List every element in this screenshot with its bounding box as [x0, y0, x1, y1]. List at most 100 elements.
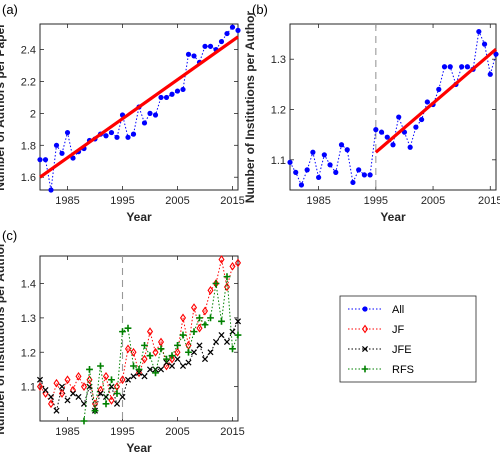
data-point	[185, 51, 192, 57]
data-point	[125, 134, 131, 140]
x-tick-label: 1995	[364, 195, 388, 207]
rfs-data-point	[146, 352, 154, 360]
y-tick-label: 2.2	[21, 76, 36, 88]
data-point	[207, 43, 214, 49]
data-point	[321, 152, 327, 158]
rfs-data-point	[130, 362, 137, 370]
jf-data-point	[108, 396, 115, 405]
jf-data-point	[102, 371, 110, 381]
data-point	[407, 144, 413, 150]
jfe-data-point	[75, 393, 82, 400]
y-tick-label: 1.6	[21, 172, 36, 184]
jf-data-point	[218, 255, 225, 264]
jf-data-point	[75, 371, 82, 381]
rfs-data-point	[152, 369, 159, 377]
jfe-data-point	[58, 383, 66, 390]
y-axis-label: Number of Institutions per Author	[0, 242, 7, 435]
data-point	[53, 142, 60, 148]
x-tick-label: 1995	[110, 195, 134, 207]
rfs-data-point	[174, 341, 181, 349]
data-point	[48, 187, 54, 193]
jf-data-point	[207, 286, 214, 295]
data-point	[481, 41, 488, 47]
y-tick-label: 1.8	[21, 140, 36, 152]
fit-line	[374, 47, 498, 154]
jfe-data-point	[97, 390, 104, 397]
jfe-data-point	[174, 356, 181, 363]
jf-data-point	[179, 313, 187, 323]
jf-data-point	[58, 389, 66, 398]
x-tick-label: 2015	[478, 195, 500, 207]
jfe-data-point	[69, 390, 77, 397]
x-tick-label: 1985	[55, 426, 79, 438]
jf-data-point	[196, 323, 203, 333]
jf-data-point	[168, 354, 176, 364]
data-point	[114, 134, 120, 140]
jf-data-point	[201, 306, 209, 316]
x-tick-label: 1985	[306, 195, 330, 207]
jf-data-point	[157, 337, 165, 347]
legend-all-marker	[362, 306, 368, 312]
jfe-data-point	[130, 373, 137, 380]
rfs-data-point	[157, 345, 165, 353]
panel-label-a: (a)	[2, 2, 18, 17]
rfs-data-point	[179, 331, 187, 339]
rfs-data-point	[234, 331, 242, 339]
legend-all-label: All	[392, 304, 404, 316]
jfe-data-point	[113, 400, 121, 407]
jf-data-point	[152, 347, 159, 357]
data-point	[413, 124, 419, 130]
jfe-data-point	[53, 407, 60, 414]
panel-label-b: (b)	[252, 2, 268, 17]
rfs-data-point	[141, 341, 148, 349]
data-point	[130, 131, 137, 137]
x-axis-label: Year	[380, 210, 406, 224]
data-point	[436, 86, 442, 92]
data-point	[191, 53, 197, 59]
data-point	[235, 27, 241, 33]
jfe-data-point	[64, 397, 71, 404]
jf-data-point	[64, 375, 71, 385]
rfs-data-point	[190, 328, 198, 336]
data-point	[103, 133, 109, 139]
data-point	[476, 28, 482, 35]
legend-jf-marker	[361, 324, 369, 334]
rfs-data-point	[185, 348, 192, 356]
rfs-data-point	[223, 273, 231, 281]
jfe-data-point	[190, 349, 198, 356]
data-point	[147, 110, 153, 116]
data-point	[108, 129, 115, 136]
plot-area	[39, 255, 239, 422]
legend-rfs-marker	[361, 365, 369, 373]
x-tick-label: 1995	[110, 426, 134, 438]
jf-data-point	[47, 399, 55, 409]
data-point	[327, 162, 333, 168]
rfs-data-point	[229, 345, 236, 353]
x-tick-label: 2005	[165, 426, 189, 438]
jf-data-point	[190, 303, 198, 312]
jf-data-point	[185, 341, 192, 350]
data-point	[390, 142, 396, 148]
y-tick-label: 2	[30, 108, 36, 120]
jfe-data-point	[135, 369, 143, 376]
y-tick-label: 1.4	[21, 279, 36, 291]
jf-data-point	[146, 327, 154, 336]
jf-data-point	[174, 347, 181, 357]
x-axis-label: Year	[126, 441, 152, 455]
y-tick-label: 2.4	[21, 45, 36, 57]
data-point	[316, 174, 322, 181]
y-tick-label: 1.2	[21, 347, 36, 359]
data-point	[367, 172, 373, 178]
fit-line	[39, 35, 239, 179]
legend-jfe-label: JFE	[392, 344, 412, 356]
jfe-data-point	[157, 366, 165, 373]
jfe-data-point	[207, 349, 214, 356]
jfe-data-point	[223, 338, 231, 345]
jf-data-point	[234, 258, 242, 268]
data-point	[356, 167, 362, 173]
data-point	[447, 64, 453, 70]
panel-b: 1985 1995 2005 2015 1.1 1.2 1.3 Year Number of I…	[243, 11, 500, 224]
data-point	[174, 88, 181, 94]
rfs-data-point	[86, 366, 93, 373]
data-point	[459, 64, 465, 70]
